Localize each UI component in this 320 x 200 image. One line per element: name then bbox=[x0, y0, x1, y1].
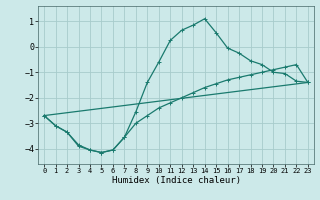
X-axis label: Humidex (Indice chaleur): Humidex (Indice chaleur) bbox=[111, 176, 241, 185]
